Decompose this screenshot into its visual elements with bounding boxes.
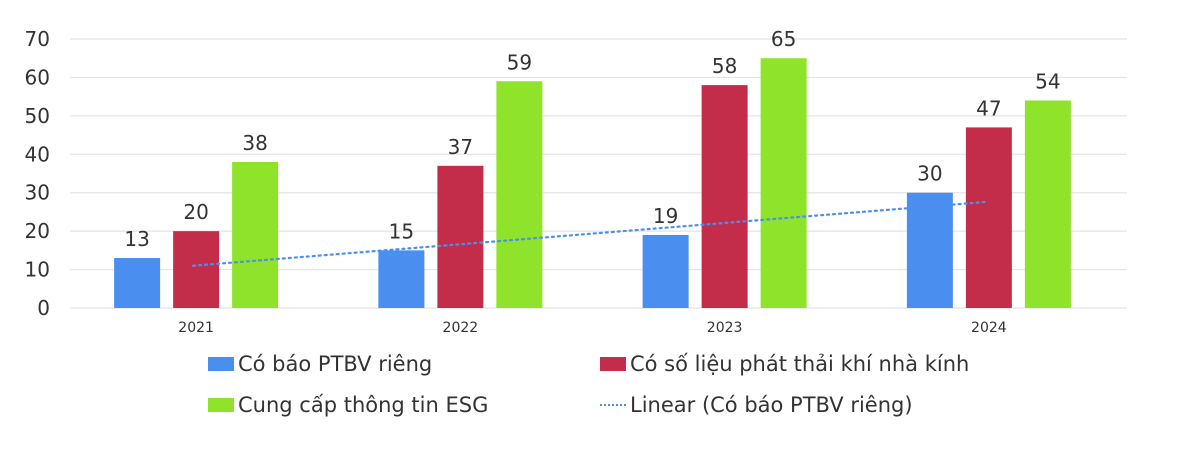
y-tick-label: 30 [25, 181, 50, 205]
bar [760, 58, 807, 308]
bar [496, 81, 543, 309]
data-label: 54 [1035, 69, 1060, 93]
data-label: 65 [771, 27, 796, 51]
bar [642, 234, 689, 308]
data-label: 19 [653, 204, 678, 228]
data-label: 13 [124, 227, 149, 251]
bar [701, 85, 748, 308]
data-label: 59 [507, 50, 532, 74]
bar [906, 192, 953, 308]
bar [965, 127, 1012, 308]
bar [173, 231, 220, 308]
trendline [192, 200, 987, 267]
data-label: 58 [712, 54, 737, 78]
y-tick-label: 0 [37, 296, 50, 320]
y-tick-label: 50 [25, 104, 50, 128]
data-label: 20 [183, 200, 208, 224]
x-tick-label: 2023 [707, 320, 743, 336]
bar [232, 161, 279, 308]
bar [114, 258, 161, 308]
data-label: 47 [976, 96, 1001, 120]
data-label: 30 [917, 162, 942, 186]
x-tick-label: 2024 [971, 320, 1007, 336]
y-tick-label: 10 [25, 258, 50, 282]
y-tick-label: 40 [25, 142, 50, 166]
bar [437, 165, 484, 308]
bar [1024, 100, 1071, 308]
y-tick-label: 60 [25, 65, 50, 89]
bar [378, 250, 425, 308]
data-label: 38 [242, 131, 267, 155]
data-label: 37 [448, 135, 473, 159]
data-label: 15 [389, 219, 414, 243]
y-tick-label: 70 [25, 27, 50, 51]
x-tick-label: 2022 [443, 320, 479, 336]
y-tick-label: 20 [25, 219, 50, 243]
x-tick-label: 2021 [178, 320, 214, 336]
